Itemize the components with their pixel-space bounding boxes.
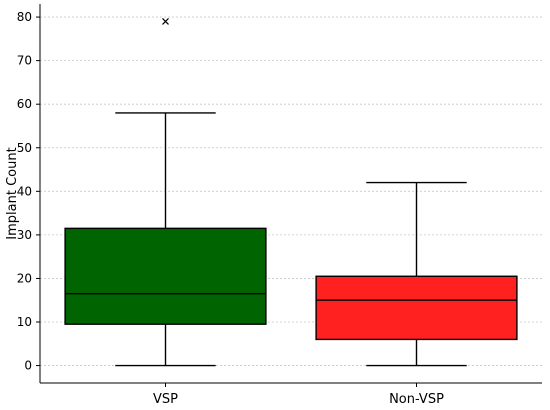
y-tick-label: 30 bbox=[17, 228, 32, 242]
vsp-outlier-marker bbox=[162, 18, 169, 25]
y-axis-title: Implant Count bbox=[5, 147, 20, 239]
y-tick-label: 80 bbox=[17, 10, 32, 24]
vsp-outlier-stroke bbox=[162, 18, 169, 25]
x-tick-label-non-vsp: Non-VSP bbox=[389, 392, 444, 407]
y-tick-label: 10 bbox=[17, 315, 32, 329]
non-vsp-box bbox=[315, 275, 518, 341]
y-tick-label: 0 bbox=[24, 359, 32, 373]
x-tick-label-vsp: VSP bbox=[153, 392, 178, 407]
vsp-box bbox=[64, 227, 267, 325]
y-tick-label: 50 bbox=[17, 141, 32, 155]
y-tick-label: 20 bbox=[17, 271, 32, 285]
y-tick-label: 60 bbox=[17, 97, 32, 111]
y-tick-label: 40 bbox=[17, 184, 32, 198]
y-tick-label: 70 bbox=[17, 54, 32, 68]
